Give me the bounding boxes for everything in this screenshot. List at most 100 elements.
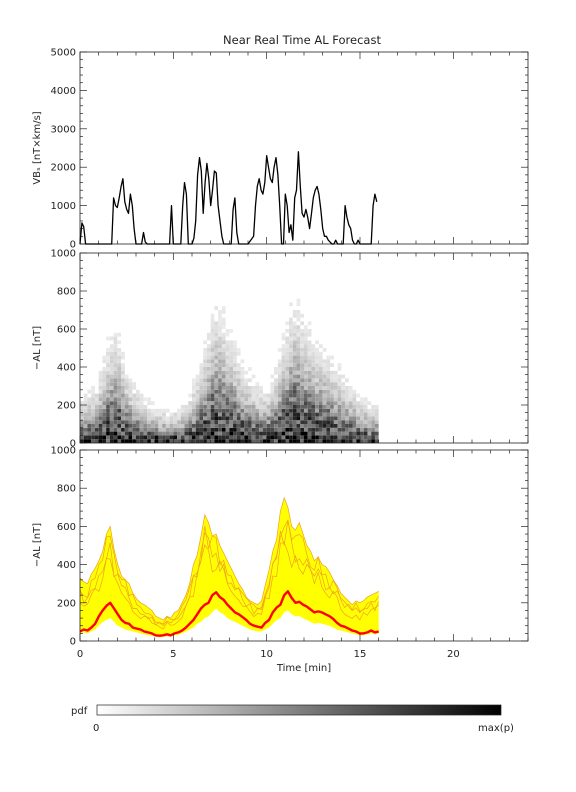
pdf-cell — [363, 405, 368, 409]
pdf-cell — [214, 332, 219, 337]
pdf-cell — [192, 412, 196, 417]
pdf-cell — [192, 386, 196, 390]
pdf-cell — [225, 435, 230, 440]
pdf-cell — [277, 408, 282, 413]
pdf-cell — [311, 370, 316, 375]
pdf-cell — [281, 420, 286, 424]
pdf-cell — [124, 401, 129, 405]
pdf-cell — [307, 439, 312, 443]
pdf-cell — [87, 408, 92, 413]
pdf-cell — [210, 351, 215, 356]
pdf-cell — [113, 363, 118, 367]
pdf-cell — [363, 435, 368, 440]
pdf-cell — [113, 420, 118, 424]
pdf-cell — [139, 435, 144, 440]
pdf-cell — [363, 439, 368, 443]
pdf-cell — [296, 439, 301, 443]
pdf-cell — [360, 401, 364, 405]
pdf-cell — [229, 329, 234, 333]
pdf-cell — [296, 298, 301, 303]
pdf-cell — [333, 424, 338, 428]
pdf-cell — [214, 420, 219, 424]
pdf-cell — [259, 420, 263, 424]
pdf-cell — [102, 370, 107, 375]
pdf-cell — [356, 427, 360, 432]
pdf-cell — [102, 374, 107, 379]
pdf-cell — [218, 427, 222, 432]
pdf-cell — [109, 393, 114, 398]
pdf-cell — [117, 435, 122, 440]
pdf-cell — [225, 408, 230, 413]
pdf-cell — [248, 367, 252, 371]
pdf-cell — [363, 427, 368, 432]
pdf-cell — [285, 382, 290, 386]
pdf-cell — [333, 401, 338, 405]
pdf-cell — [333, 439, 338, 443]
pdf-cell — [195, 439, 200, 443]
pdf-cell — [192, 416, 196, 421]
pdf-cell — [132, 424, 136, 428]
pdf-cell — [214, 431, 219, 436]
pdf-cell — [296, 344, 301, 348]
pdf-cell — [128, 393, 133, 398]
pdf-cell — [184, 405, 189, 409]
pdf-cell — [240, 420, 245, 424]
pdf-cell — [221, 374, 226, 379]
pdf-cell — [300, 386, 304, 390]
pdf-cell — [147, 431, 151, 436]
pdf-cell — [169, 416, 174, 421]
pdf-cell — [296, 351, 301, 356]
pdf-cell — [102, 424, 107, 428]
pdf-cell — [221, 397, 226, 402]
pdf-cell — [371, 405, 375, 409]
pdf-cell — [106, 439, 110, 443]
pdf-cell — [326, 439, 331, 443]
pdf-cell — [311, 412, 316, 417]
pdf-cell — [240, 386, 245, 390]
pdf-cell — [300, 344, 304, 348]
pdf-cell — [106, 382, 110, 386]
pdf-cell — [206, 336, 211, 341]
pdf-cell — [363, 401, 368, 405]
pdf-cell — [274, 408, 278, 413]
pdf-cell — [352, 439, 357, 443]
pdf-cell — [363, 412, 368, 417]
pdf-cell — [330, 374, 334, 379]
pdf-cell — [300, 389, 304, 394]
pdf-cell — [348, 416, 353, 421]
pdf-cell — [326, 435, 331, 440]
pdf-cell — [203, 389, 207, 394]
pdf-cell — [326, 412, 331, 417]
pdf-cell — [233, 431, 237, 436]
pdf-cell — [337, 397, 342, 402]
pdf-cell — [289, 401, 293, 405]
pdf-cell — [255, 431, 260, 436]
pdf-cell — [292, 363, 297, 367]
pdf-cell — [124, 416, 129, 421]
pdf-cell — [289, 355, 293, 360]
pdf-cell — [318, 370, 323, 375]
pdf-cell — [236, 439, 241, 443]
pdf-cell — [296, 374, 301, 379]
pdf-cell — [218, 405, 222, 409]
pdf-cell — [337, 363, 342, 367]
pdf-cell — [262, 397, 267, 402]
pdf-cell — [233, 344, 237, 348]
pdf-cell — [225, 431, 230, 436]
pdf-cell — [318, 416, 323, 421]
pdf-cell — [348, 386, 353, 390]
pdf-cell — [113, 344, 118, 348]
pdf-cell — [371, 420, 375, 424]
colorbar-gradient — [96, 704, 502, 716]
pdf-cell — [341, 397, 346, 402]
pdf-cell — [177, 435, 181, 440]
pdf-cell — [270, 435, 275, 440]
pdf-cell — [80, 408, 84, 413]
pdf-cell — [266, 416, 271, 421]
pdf-cell — [255, 405, 260, 409]
pdf-cell — [132, 427, 136, 432]
pdf-cell — [367, 416, 372, 421]
pdf-cell — [307, 397, 312, 402]
pdf-cell — [221, 310, 226, 314]
